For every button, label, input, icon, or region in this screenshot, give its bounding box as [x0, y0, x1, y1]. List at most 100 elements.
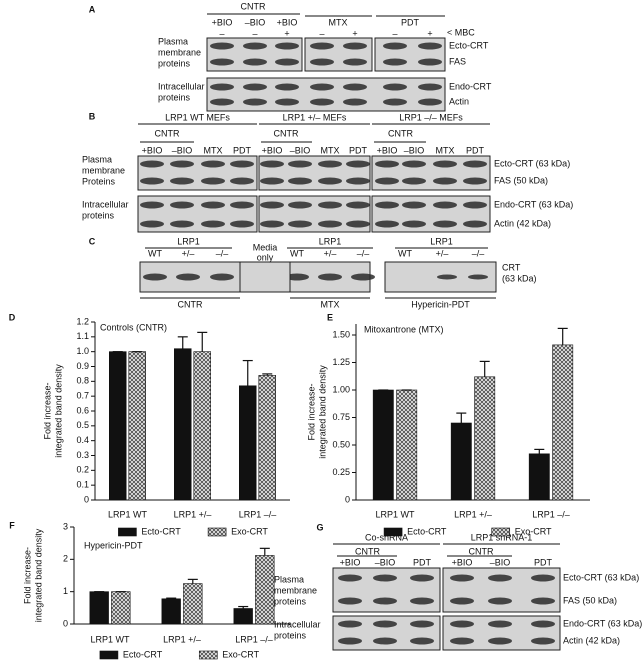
group-label: CNTR [274, 128, 299, 138]
chart-title: Hypericin-PDT [84, 540, 143, 550]
error-bar [479, 360, 490, 377]
band [143, 273, 167, 281]
band [310, 58, 334, 66]
band [343, 58, 367, 66]
y-tick-label: 0.5 [76, 420, 89, 430]
bar [174, 348, 192, 501]
band [433, 160, 457, 168]
x-tick-label: LRP1 –/– [235, 634, 273, 644]
row-label: Endo-CRT (63 kDa) [494, 199, 573, 209]
lane-label: +BIO [262, 145, 283, 155]
sign-label: – [319, 28, 324, 38]
band [402, 201, 426, 209]
sign-label: – [219, 28, 224, 38]
band [275, 58, 299, 66]
x-tick-label: LRP1 WT [108, 509, 148, 519]
panel-letter: D [9, 312, 16, 322]
lane-label: WT [398, 248, 412, 258]
row-label: FAS (50 kDa) [494, 175, 548, 185]
section-label: Plasma [158, 36, 188, 46]
y-tick-label: 0.25 [332, 467, 350, 477]
band [318, 220, 342, 228]
lane-label: MTX [436, 145, 455, 155]
section-label: Intracellular [82, 199, 129, 209]
group-label: LRP1 [430, 236, 453, 246]
treatment-label: MTX [321, 299, 340, 309]
band [310, 98, 334, 106]
y-tick-label: 0.75 [332, 412, 350, 422]
panel-letter: G [316, 522, 323, 532]
band [488, 574, 512, 582]
lane-label: MTX [204, 145, 223, 155]
y-tick-label: 2 [63, 554, 68, 564]
band [375, 177, 399, 185]
row-label: Ecto-CRT (63 kDa) [563, 572, 639, 582]
y-tick-label: 0.9 [76, 361, 89, 371]
band [402, 160, 426, 168]
blot [304, 37, 373, 72]
bar [255, 555, 275, 625]
row-label: Endo-CRT (63 kDa) [563, 618, 642, 628]
legend-swatch [99, 650, 119, 660]
error-bar [557, 327, 568, 345]
x-tick-label: LRP1 +/– [163, 634, 201, 644]
section-label: Intracellular [274, 619, 321, 629]
lane-label: –/– [357, 248, 370, 258]
bar [552, 344, 574, 501]
band [418, 42, 442, 50]
treatment-label: CNTR [178, 299, 203, 309]
row-label: Endo-CRT [449, 81, 492, 91]
lane-label: –BIO [375, 557, 396, 567]
lane-label: –/– [472, 248, 485, 258]
band [468, 274, 488, 280]
lane-label: PDT [233, 145, 252, 155]
x-tick-label: LRP1 WT [90, 634, 130, 644]
band [288, 220, 312, 228]
lane-label: –BIO [290, 145, 311, 155]
y-tick-label: 0.6 [76, 405, 89, 415]
band [243, 42, 267, 50]
band [210, 98, 234, 106]
y-tick-label: 0.2 [76, 465, 89, 475]
legend-swatch [198, 650, 218, 660]
error-bar [262, 373, 273, 376]
band [343, 42, 367, 50]
lane-label: +BIO [212, 17, 233, 27]
group-label: MTX [329, 17, 348, 27]
group-label: CNTR [241, 1, 266, 11]
band [338, 637, 362, 645]
legend-swatch [207, 527, 227, 537]
section-label: membrane [82, 165, 125, 175]
band [275, 98, 299, 106]
bar [89, 591, 109, 625]
band [210, 42, 234, 50]
bar [528, 453, 550, 501]
band [260, 160, 284, 168]
band [410, 620, 434, 628]
section-label: proteins [274, 630, 307, 640]
lane-label: +/– [182, 248, 195, 258]
band [285, 273, 309, 281]
band [418, 58, 442, 66]
band [410, 597, 434, 605]
band [418, 83, 442, 91]
error-bar [177, 336, 188, 349]
row-label: (63 kDa) [502, 273, 537, 283]
lane-label: MTX [321, 145, 340, 155]
band [275, 42, 299, 50]
lane-label: PDT [534, 557, 553, 567]
error-bar [242, 359, 253, 386]
legend-label: Ecto-CRT [141, 526, 181, 536]
band [418, 98, 442, 106]
section-label: Proteins [82, 176, 116, 186]
bar [474, 376, 496, 501]
band [170, 160, 194, 168]
band [318, 201, 342, 209]
x-tick-label: LRP1 +/– [454, 509, 492, 519]
band [375, 220, 399, 228]
band [351, 273, 375, 281]
band [201, 201, 225, 209]
y-tick-label: 1.00 [332, 384, 350, 394]
legend-label: Exo-CRT [231, 526, 268, 536]
error-bar [259, 547, 270, 556]
